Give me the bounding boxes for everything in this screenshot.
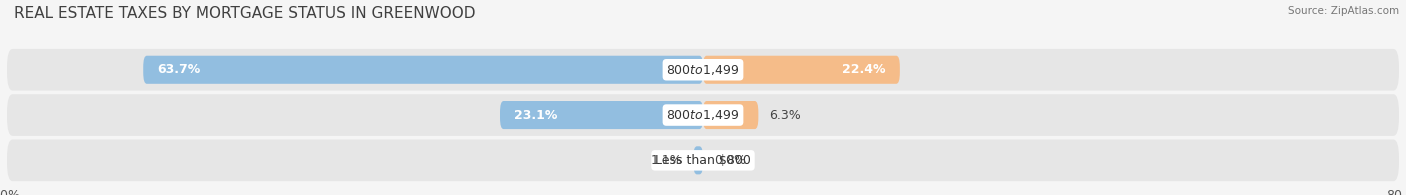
FancyBboxPatch shape [501, 101, 703, 129]
Text: 0.0%: 0.0% [714, 154, 747, 167]
FancyBboxPatch shape [7, 139, 1399, 181]
Text: REAL ESTATE TAXES BY MORTGAGE STATUS IN GREENWOOD: REAL ESTATE TAXES BY MORTGAGE STATUS IN … [14, 6, 475, 21]
Text: Source: ZipAtlas.com: Source: ZipAtlas.com [1288, 6, 1399, 16]
Text: 1.1%: 1.1% [651, 154, 682, 167]
FancyBboxPatch shape [7, 94, 1399, 136]
FancyBboxPatch shape [703, 56, 900, 84]
FancyBboxPatch shape [703, 101, 758, 129]
Text: 6.3%: 6.3% [769, 109, 801, 121]
Text: 63.7%: 63.7% [157, 63, 201, 76]
Text: 22.4%: 22.4% [842, 63, 886, 76]
FancyBboxPatch shape [693, 146, 703, 174]
Text: Less than $800: Less than $800 [655, 154, 751, 167]
Text: $800 to $1,499: $800 to $1,499 [666, 63, 740, 77]
FancyBboxPatch shape [7, 49, 1399, 91]
Text: $800 to $1,499: $800 to $1,499 [666, 108, 740, 122]
Text: 23.1%: 23.1% [515, 109, 557, 121]
FancyBboxPatch shape [143, 56, 703, 84]
